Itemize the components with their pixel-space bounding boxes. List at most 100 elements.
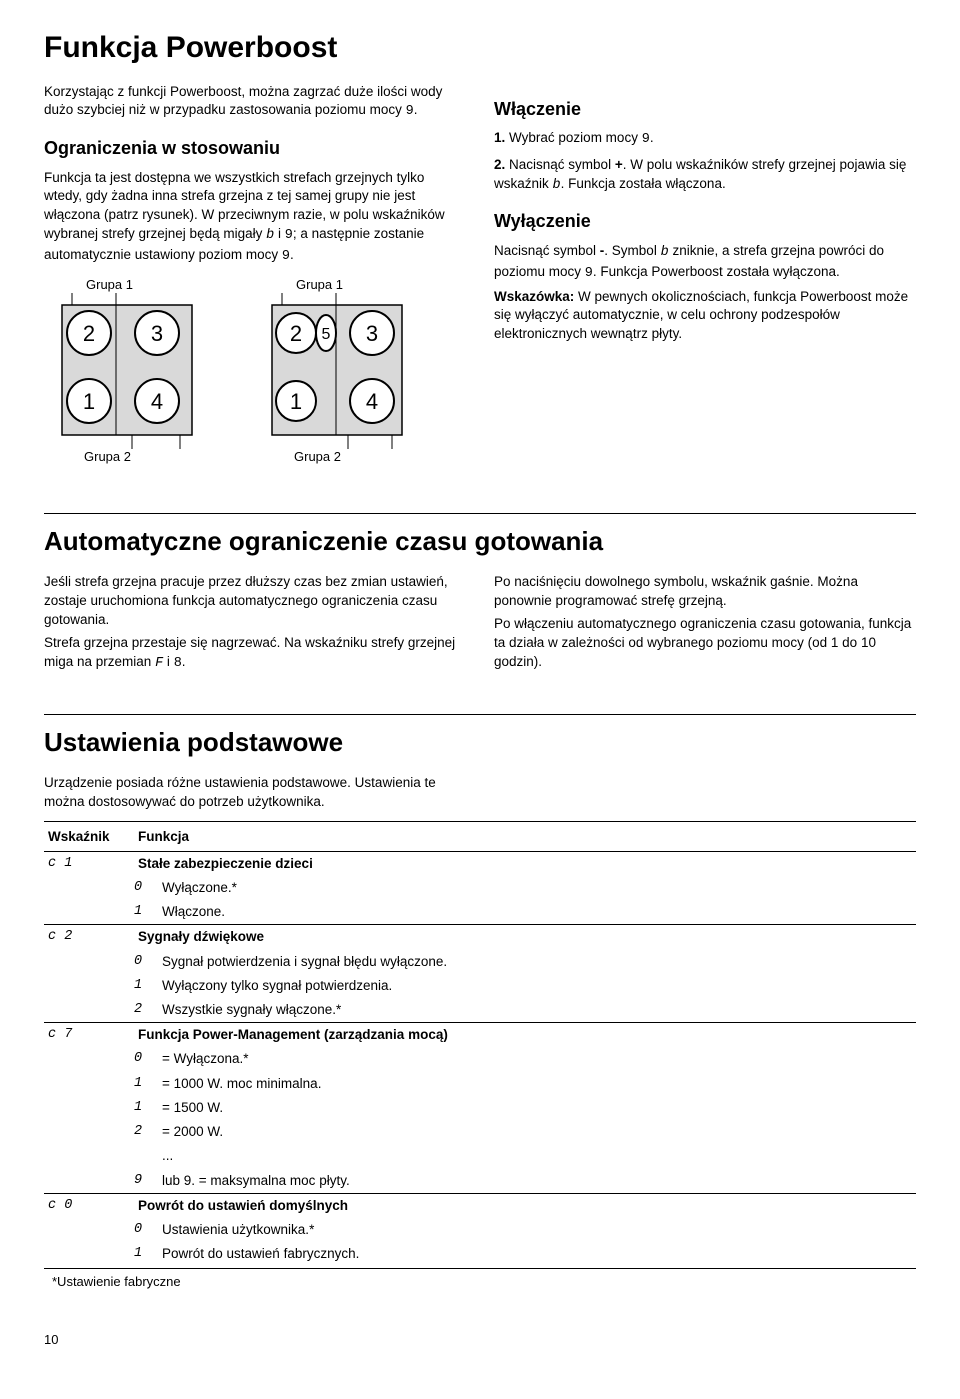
- indicator-cell-empty: [44, 1096, 134, 1120]
- powerboost-title: Funkcja Powerboost: [44, 28, 916, 69]
- glyph-F: F: [155, 656, 163, 671]
- indicator-cell-empty: [44, 1169, 134, 1194]
- text: .: [290, 247, 294, 262]
- indicator-cell-empty: [44, 876, 134, 900]
- option-symbol: 1: [134, 900, 158, 925]
- zone-1: 1: [83, 389, 95, 414]
- text: Wybrać poziom mocy: [509, 130, 642, 145]
- autolimit-left-p2: Strefa grzejna przestaje się nagrzewać. …: [44, 634, 466, 674]
- option-text: = Wyłączona.*: [158, 1047, 916, 1071]
- limits-text: Funkcja ta jest dostępna we wszystkich s…: [44, 169, 466, 267]
- autolimit-left-p1: Jeśli strefa grzejna pracuje przez dłużs…: [44, 573, 466, 630]
- on-step-1: 1. Wybrać poziom mocy 9.: [494, 129, 916, 150]
- indicator-cell-empty: [44, 1072, 134, 1096]
- text: . Funkcja Powerboost została wyłączona.: [593, 264, 840, 279]
- option-text: Wyłączone.*: [158, 876, 916, 900]
- option-symbol: 1: [134, 974, 158, 998]
- indicator-cell-empty: [44, 900, 134, 925]
- indicator-cell-empty: [44, 1144, 134, 1168]
- text: . Symbol: [604, 243, 660, 258]
- glyph-9: 9: [585, 266, 593, 281]
- text: .: [182, 654, 186, 669]
- settings-footnote: *Ustawienie fabryczne: [44, 1268, 916, 1291]
- indicator-cell-empty: [44, 1047, 134, 1071]
- tip-label: Wskazówka:: [494, 289, 578, 304]
- glyph-b: b: [553, 178, 561, 193]
- zone-5: 5: [322, 326, 331, 343]
- text: i: [163, 654, 174, 669]
- group1-label: Grupa 1: [296, 277, 343, 292]
- indicator-cell-empty: [44, 1218, 134, 1242]
- text: Korzystając z funkcji Powerboost, można …: [44, 84, 442, 118]
- option-text: = 1500 W.: [158, 1096, 916, 1120]
- step-num: 2.: [494, 157, 505, 172]
- option-text: Powrót do ustawień fabrycznych.: [158, 1242, 916, 1266]
- settings-title: Ustawienia podstawowe: [44, 714, 916, 760]
- zone-2: 2: [290, 321, 302, 346]
- option-text: ...: [158, 1144, 916, 1168]
- glyph-8: 8: [174, 656, 182, 671]
- zone-4: 4: [366, 389, 378, 414]
- text: Strefa grzejna przestaje się nagrzewać. …: [44, 635, 455, 669]
- group2-label: Grupa 2: [294, 449, 341, 464]
- indicator-cell-empty: [44, 1242, 134, 1266]
- function-title: Stałe zabezpieczenie dzieci: [134, 851, 916, 876]
- text: i: [274, 226, 285, 241]
- indicator-cell-empty: [44, 950, 134, 974]
- option-text: Włączone.: [158, 900, 916, 925]
- option-symbol: 1: [134, 1072, 158, 1096]
- indicator-cell: c 1: [44, 851, 134, 876]
- glyph-9: 9: [642, 132, 650, 147]
- function-title: Sygnały dźwiękowe: [134, 925, 916, 950]
- function-title: Funkcja Power-Management (zarządzania mo…: [134, 1023, 916, 1048]
- zone-4: 4: [151, 389, 163, 414]
- glyph-9: 9: [285, 228, 293, 243]
- text: .: [650, 130, 654, 145]
- tip-text: Wskazówka: W pewnych okolicznościach, fu…: [494, 288, 916, 345]
- option-symbol: 0: [134, 876, 158, 900]
- settings-intro: Urządzenie posiada różne ustawienia pods…: [44, 774, 466, 812]
- option-symbol: [134, 1144, 158, 1168]
- text: Nacisnąć symbol: [494, 243, 600, 258]
- zone-1: 1: [290, 389, 302, 414]
- option-symbol: 0: [134, 950, 158, 974]
- option-symbol: 0: [134, 1218, 158, 1242]
- glyph-b: b: [661, 245, 669, 260]
- option-symbol: 9: [134, 1169, 158, 1194]
- autolimit-title: Automatyczne ograniczenie czasu gotowani…: [44, 513, 916, 559]
- indicator-cell: c 0: [44, 1193, 134, 1218]
- option-symbol: 2: [134, 1120, 158, 1144]
- zone-diagrams: Grupa 1 2 3 1 4 Grupa 2 Grupa 1: [44, 277, 466, 477]
- option-text: lub 9. = maksymalna moc płyty.: [158, 1169, 916, 1194]
- powerboost-intro: Korzystając z funkcji Powerboost, można …: [44, 83, 466, 123]
- option-text: Ustawienia użytkownika.*: [158, 1218, 916, 1242]
- option-symbol: 0: [134, 1047, 158, 1071]
- col-indicator: Wskaźnik: [44, 822, 134, 851]
- diagram-4zone: Grupa 1 2 3 1 4 Grupa 2: [44, 277, 214, 477]
- step-num: 1.: [494, 130, 505, 145]
- settings-table: Wskaźnik Funkcja c 1Stałe zabezpieczenie…: [44, 821, 916, 1266]
- page-number: 10: [44, 1331, 916, 1349]
- glyph-9: 9: [282, 249, 290, 264]
- option-text: = 1000 W. moc minimalna.: [158, 1072, 916, 1096]
- diagram-5zone: Grupa 1 2 5 3 1 4 Grupa 2: [254, 277, 424, 477]
- function-title: Powrót do ustawień domyślnych: [134, 1193, 916, 1218]
- text: .: [414, 102, 418, 117]
- text: Nacisnąć symbol: [509, 157, 615, 172]
- off-text: Nacisnąć symbol -. Symbol b zniknie, a s…: [494, 242, 916, 284]
- option-text: Wyłączony tylko sygnał potwierdzenia.: [158, 974, 916, 998]
- option-symbol: 1: [134, 1242, 158, 1266]
- option-text: = 2000 W.: [158, 1120, 916, 1144]
- option-text: Wszystkie sygnały włączone.*: [158, 998, 916, 1023]
- option-text: Sygnał potwierdzenia i sygnał błędu wyłą…: [158, 950, 916, 974]
- on-heading: Włączenie: [494, 97, 916, 121]
- zone-3: 3: [151, 321, 163, 346]
- zone-2: 2: [83, 321, 95, 346]
- glyph-b: b: [266, 228, 274, 243]
- col-function: Funkcja: [134, 822, 916, 851]
- on-step-2: 2. Nacisnąć symbol +. W polu wskaźników …: [494, 156, 916, 196]
- option-symbol: 1: [134, 1096, 158, 1120]
- zone-3: 3: [366, 321, 378, 346]
- autolimit-right-p1: Po naciśnięciu dowolnego symbolu, wskaźn…: [494, 573, 916, 611]
- plus-symbol: +: [615, 157, 623, 172]
